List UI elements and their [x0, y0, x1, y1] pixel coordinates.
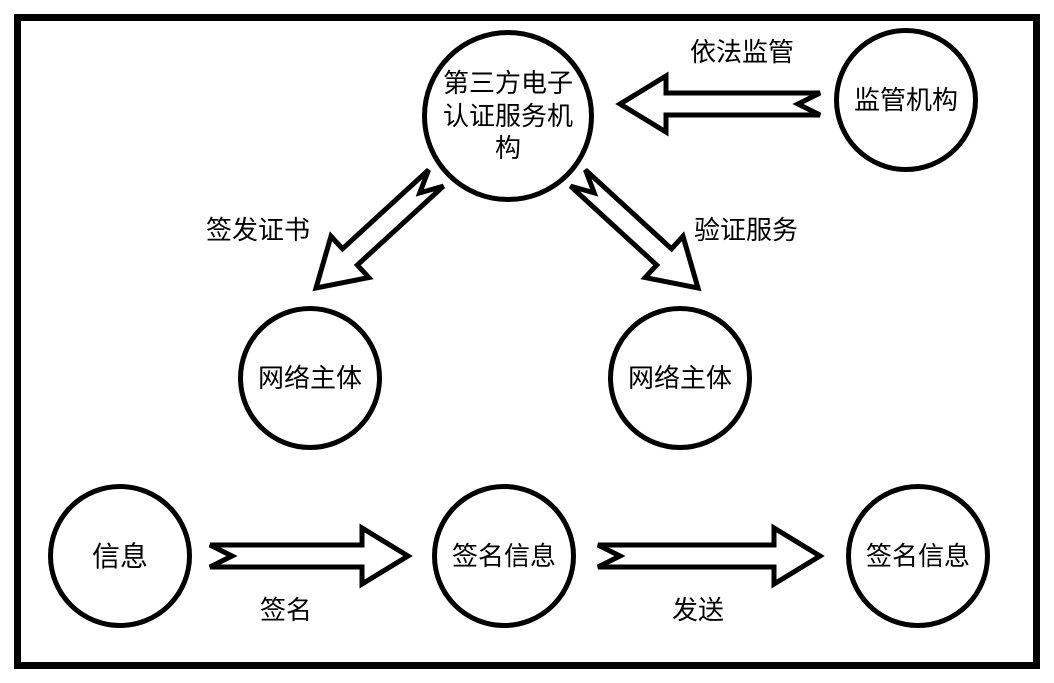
- label-send: 发送: [672, 590, 724, 627]
- node-label: 签名信息: [452, 540, 556, 573]
- node-info: 信息: [48, 484, 192, 628]
- arrow-send: [598, 523, 853, 589]
- diagram-canvas: 第三方电子认证服务机构 监管机构 网络主体 网络主体 信息 签名信息 签名信息 …: [0, 0, 1054, 683]
- node-sig1: 签名信息: [432, 484, 576, 628]
- label-supervise: 依法监管: [690, 32, 794, 69]
- node-sig2: 签名信息: [846, 484, 990, 628]
- arrow-supervise: [587, 71, 820, 137]
- node-label: 信息: [92, 539, 148, 574]
- node-subject-l: 网络主体: [238, 306, 382, 450]
- node-label: 网络主体: [258, 362, 362, 395]
- node-label: 网络主体: [628, 362, 732, 395]
- node-label: 监管机构: [854, 84, 958, 117]
- node-regulator: 监管机构: [834, 28, 978, 172]
- arrow-sign: [210, 523, 441, 589]
- node-ca: 第三方电子认证服务机构: [422, 30, 594, 202]
- node-label: 第三方电子认证服务机构: [433, 67, 583, 165]
- label-sign: 签名: [260, 590, 312, 627]
- label-verify: 验证服务: [694, 210, 798, 247]
- label-issue: 签发证书: [206, 210, 310, 247]
- node-label: 签名信息: [866, 540, 970, 573]
- node-subject-r: 网络主体: [608, 306, 752, 450]
